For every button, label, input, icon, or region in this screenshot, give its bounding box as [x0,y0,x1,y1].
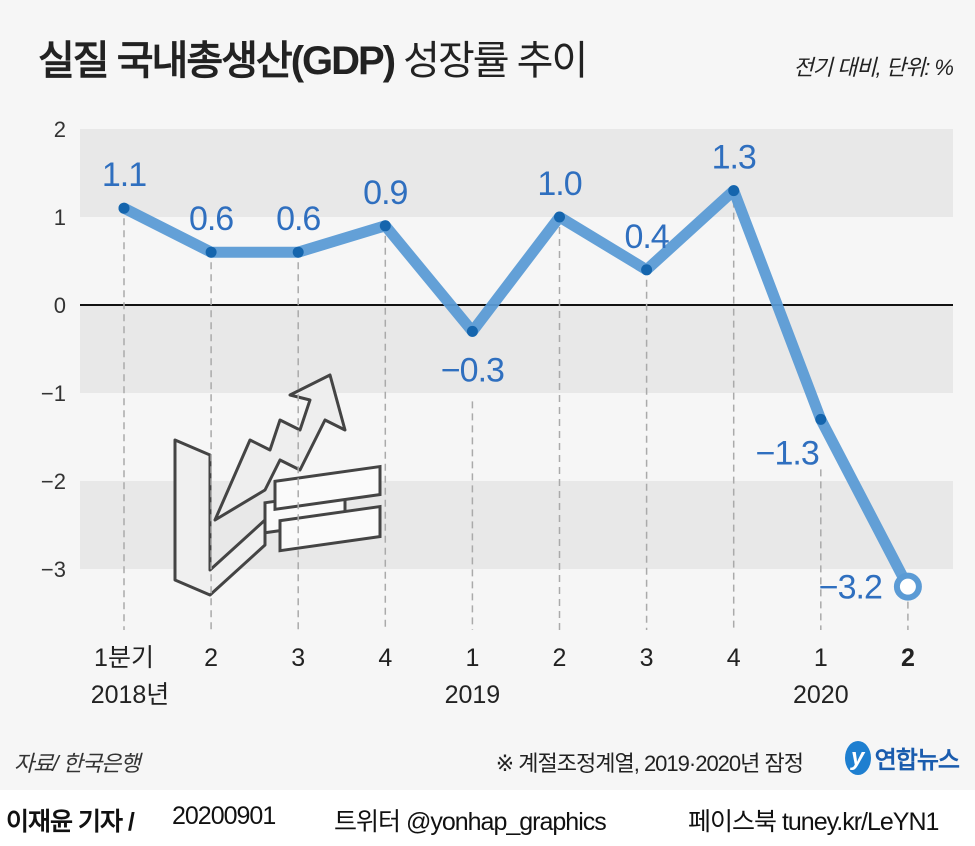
data-label: 1.3 [712,139,756,177]
y-tick-label: 1 [54,205,66,230]
x-tick-label: 1 [814,644,828,672]
title-light: 성장률 추이 [403,39,588,83]
x-tick-label: 3 [291,644,305,672]
x-tick-label: 2 [901,644,915,672]
data-label: −1.3 [756,434,819,472]
data-point [815,413,827,425]
source-label: 자료/ 한국은행 [14,751,141,776]
x-tick-label: 4 [378,644,392,672]
facebook-link: 페이스북 tuney.kr/LeYN1 [688,808,939,836]
y-tick-label: 2 [54,117,66,142]
reporter: 이재윤 기자 / [6,808,135,836]
x-tick-label: 4 [727,644,741,672]
data-point [554,211,565,223]
data-point [292,246,304,258]
data-point [118,202,130,214]
data-point [728,185,740,197]
year-label: 2019 [445,681,501,709]
yonhap-logo: y 연합뉴스 [844,740,960,775]
x-tick-label: 1분기 [94,644,154,672]
y-tick-label: 0 [54,293,66,318]
credits-bar: 이재윤 기자 / 20200901 트위터 @yonhap_graphics 페… [0,790,975,846]
data-label: −3.2 [819,569,882,607]
logo-mark-icon: y [844,740,871,775]
twitter-handle: 트위터 @yonhap_graphics [334,808,607,836]
date: 20200901 [172,802,276,830]
series-line [118,185,914,593]
y-tick-label: −2 [41,469,66,494]
data-point-highlight [893,572,922,601]
data-point [379,220,391,232]
footnote: ※ 계절조정계열, 2019·2020년 잠정 [495,751,804,776]
data-point [641,264,653,276]
year-label: 2018년 [91,681,170,709]
y-tick-label: −3 [41,557,66,582]
unit-label: 전기 대비, 단위: % [793,55,954,80]
x-tick-label: 3 [640,644,654,672]
y-tick-label: −1 [41,381,66,406]
money-chart-illustration [173,373,382,597]
data-label: 1.0 [537,165,581,203]
chart-title: 실질 국내총생산(GDP) 성장률 추이 [38,28,588,86]
x-tick-label: 2 [204,644,218,672]
year-label: 2020 [793,681,849,709]
title-bold: 실질 국내총생산(GDP) [38,39,396,83]
logo-text: 연합뉴스 [874,747,960,774]
data-label: 0.6 [276,200,320,238]
x-tick-label: 2 [553,644,567,672]
data-label: 1.1 [102,156,146,194]
data-label: 0.6 [189,200,233,238]
grid-band [80,129,953,217]
data-label: −0.3 [441,351,504,389]
data-point [466,325,478,337]
data-label: 0.9 [363,174,407,212]
data-point [205,246,217,258]
data-label: 0.4 [624,218,668,256]
x-tick-label: 1 [465,644,479,672]
